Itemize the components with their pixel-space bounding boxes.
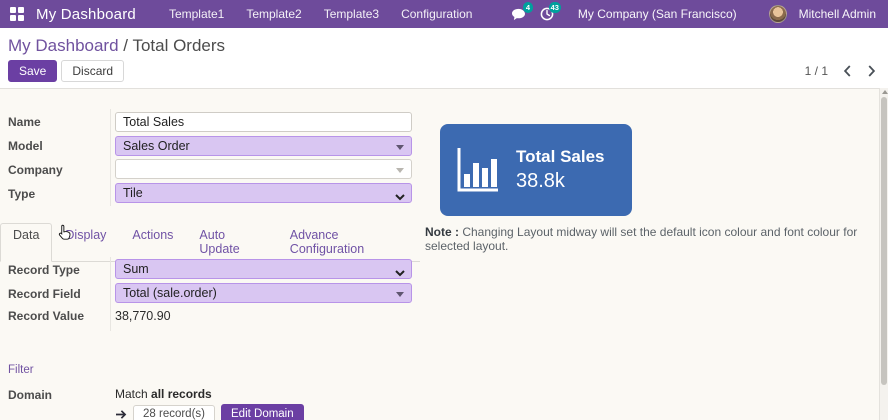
caret-down-icon	[396, 292, 404, 297]
breadcrumb-separator: /	[118, 36, 133, 55]
model-select-value: Sales Order	[123, 139, 190, 153]
control-panel: My Dashboard / Total Orders Save Discard…	[0, 28, 888, 89]
record-type-value: Sum	[123, 262, 149, 276]
breadcrumb-current: Total Orders	[132, 36, 226, 55]
company-switcher[interactable]: My Company (San Francisco)	[577, 7, 737, 21]
pager-value: 1 / 1	[804, 64, 828, 78]
user-menu[interactable]: Mitchell Admin	[798, 7, 876, 21]
chevron-down-icon	[395, 190, 405, 204]
tile-preview[interactable]: Total Sales 38.8k	[440, 124, 632, 216]
model-label: Model	[8, 139, 43, 153]
chevron-right-icon	[868, 65, 876, 77]
menu-configuration[interactable]: Configuration	[401, 7, 473, 21]
vertical-scrollbar[interactable]	[879, 88, 888, 420]
model-select[interactable]: Sales Order	[115, 136, 412, 156]
record-value-label: Record Value	[8, 309, 85, 323]
pager-next-button[interactable]	[867, 65, 876, 77]
avatar[interactable]	[768, 5, 787, 23]
name-input-value: Total Sales	[123, 115, 185, 129]
arrow-right-icon	[116, 409, 127, 419]
record-field-label: Record Field	[8, 287, 81, 301]
clock-icon	[540, 7, 554, 21]
match-prefix: Match	[115, 387, 152, 401]
name-label: Name	[8, 115, 41, 129]
main-menu: Template1 Template2 Template3 Configurat…	[158, 0, 484, 28]
tab-advance-configuration[interactable]: Advance Configuration	[289, 228, 365, 256]
layout-note: Note : Changing Layout midway will set t…	[425, 225, 885, 253]
tab-display[interactable]: Display	[65, 228, 107, 242]
name-input[interactable]: Total Sales	[115, 112, 412, 132]
menu-template3[interactable]: Template3	[323, 7, 380, 21]
record-value: 38,770.90	[115, 309, 171, 323]
type-select-value: Tile	[123, 186, 143, 200]
discard-button[interactable]: Discard	[61, 60, 125, 82]
apps-grid-icon[interactable]	[10, 7, 24, 21]
chat-bubble-icon	[512, 8, 526, 20]
form-column-divider	[110, 109, 111, 206]
note-label: Note :	[425, 225, 459, 239]
chevron-left-icon	[843, 65, 851, 77]
domain-records-row: 28 record(s) Edit Domain	[115, 404, 304, 420]
tile-title: Total Sales	[516, 147, 605, 166]
messages-badge: 4	[522, 2, 533, 13]
type-select[interactable]: Tile	[115, 183, 412, 203]
app-title[interactable]: My Dashboard	[36, 5, 136, 23]
domain-match-text: Match all records	[115, 387, 212, 401]
match-bold: all records	[151, 387, 212, 401]
tab-column-divider	[110, 257, 111, 331]
record-type-select[interactable]: Sum	[115, 259, 412, 279]
company-label: Company	[8, 163, 63, 177]
tile-text: Total Sales 38.8k	[516, 147, 605, 193]
form-sheet: Name Total Sales Model Sales Order Compa…	[0, 90, 888, 420]
tab-auto-update[interactable]: Auto Update	[199, 228, 240, 256]
scrollbar-thumb[interactable]	[881, 97, 887, 385]
activities-badge: 43	[548, 2, 561, 13]
bar-chart-icon	[457, 148, 498, 192]
save-button[interactable]: Save	[8, 60, 58, 82]
breadcrumb-parent-link[interactable]: My Dashboard	[8, 36, 119, 55]
filter-section-title: Filter	[8, 364, 34, 376]
pager: 1 / 1	[805, 64, 876, 78]
caret-down-icon	[396, 145, 404, 150]
systray: 4 43 My Company (San Francisco) Mitchell…	[508, 2, 878, 25]
scroll-up-icon[interactable]	[882, 90, 888, 94]
record-count-button[interactable]: 28 record(s)	[133, 405, 215, 420]
control-panel-buttons: Save Discard	[8, 60, 125, 82]
record-type-label: Record Type	[8, 263, 80, 277]
edit-domain-button[interactable]: Edit Domain	[221, 404, 304, 420]
caret-down-icon	[396, 168, 404, 173]
tab-actions[interactable]: Actions	[132, 228, 174, 242]
note-text: Changing Layout midway will set the defa…	[425, 225, 858, 253]
tab-bar: Data Display Actions Auto Update Advance…	[0, 223, 420, 262]
tile-value: 38.8k	[516, 170, 565, 192]
domain-label: Domain	[8, 388, 53, 402]
type-label: Type	[8, 187, 36, 201]
top-navbar: My Dashboard Template1 Template2 Templat…	[0, 0, 888, 28]
breadcrumb: My Dashboard / Total Orders	[8, 36, 225, 56]
activities-icon[interactable]: 43	[536, 2, 561, 25]
menu-template2[interactable]: Template2	[246, 7, 302, 21]
chevron-down-icon	[395, 266, 405, 280]
messages-icon[interactable]: 4	[508, 2, 533, 25]
record-field-value: Total (sale.order)	[123, 286, 217, 300]
menu-template1[interactable]: Template1	[168, 7, 225, 21]
tab-data[interactable]: Data	[0, 223, 53, 262]
pager-previous-button[interactable]	[843, 65, 852, 77]
company-select[interactable]	[115, 159, 412, 179]
record-field-select[interactable]: Total (sale.order)	[115, 283, 412, 303]
